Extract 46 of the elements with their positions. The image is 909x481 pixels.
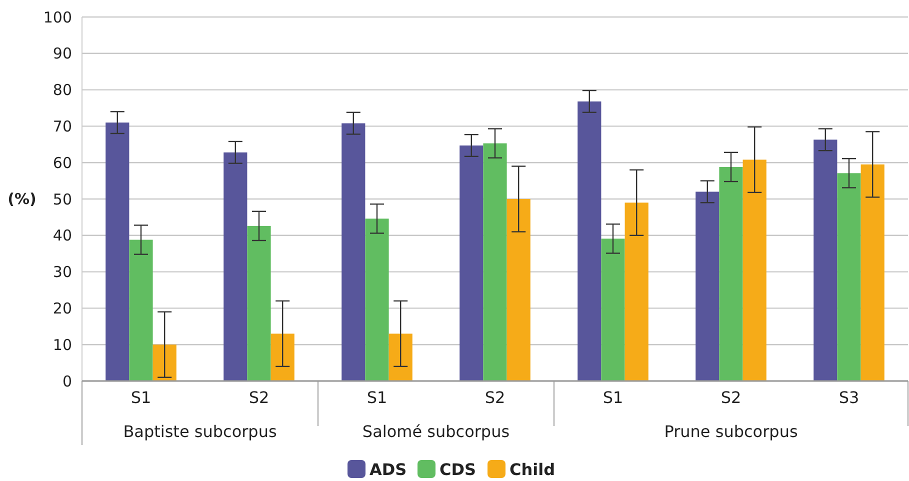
bar [270, 334, 294, 381]
text: Salomé subcorpus [362, 422, 510, 441]
x-tick-label: S2 [484, 388, 506, 407]
x-tick-label: S3 [838, 388, 860, 407]
bar [388, 334, 412, 381]
y-tick-label: 80 [52, 81, 72, 100]
x-tick-label: S1 [366, 388, 388, 407]
y-tick-label: 20 [52, 299, 72, 318]
x-tick-label: S1 [602, 388, 624, 407]
bar [365, 218, 389, 381]
x-tick-label: S2 [720, 388, 742, 407]
x-tick-label: S2 [248, 388, 270, 407]
bar [837, 173, 861, 381]
bar [152, 344, 176, 381]
legend-label: ADS [370, 460, 407, 479]
bar [601, 238, 625, 381]
bar [224, 152, 248, 381]
y-tick-label: 30 [52, 263, 72, 282]
y-tick-label: 60 [52, 154, 72, 172]
bar [106, 122, 130, 381]
bar [578, 101, 602, 381]
bar [742, 160, 766, 381]
y-tick-label: 50 [52, 190, 72, 208]
text: Baptiste subcorpus [123, 422, 277, 441]
y-tick-label: 0 [62, 372, 72, 390]
y-tick-label: 10 [52, 336, 72, 354]
bar [342, 123, 366, 381]
bar [506, 199, 530, 381]
legend-label: Child [510, 460, 556, 479]
bar [129, 240, 153, 381]
legend-label: CDS [440, 460, 476, 479]
bar [696, 192, 720, 381]
text: Prune subcorpus [664, 422, 798, 441]
bar [483, 143, 507, 381]
y-axis-title: (%) [8, 190, 36, 208]
bar [460, 145, 484, 381]
bar [624, 202, 648, 381]
bar [719, 166, 743, 381]
bar [247, 226, 271, 381]
y-tick-label: 70 [52, 117, 72, 136]
bar [860, 164, 884, 381]
y-tick-label: 100 [43, 8, 72, 26]
y-tick-label: 40 [52, 226, 72, 245]
bar [814, 140, 838, 381]
x-tick-label: S1 [130, 388, 152, 407]
y-tick-label: 90 [52, 44, 72, 63]
